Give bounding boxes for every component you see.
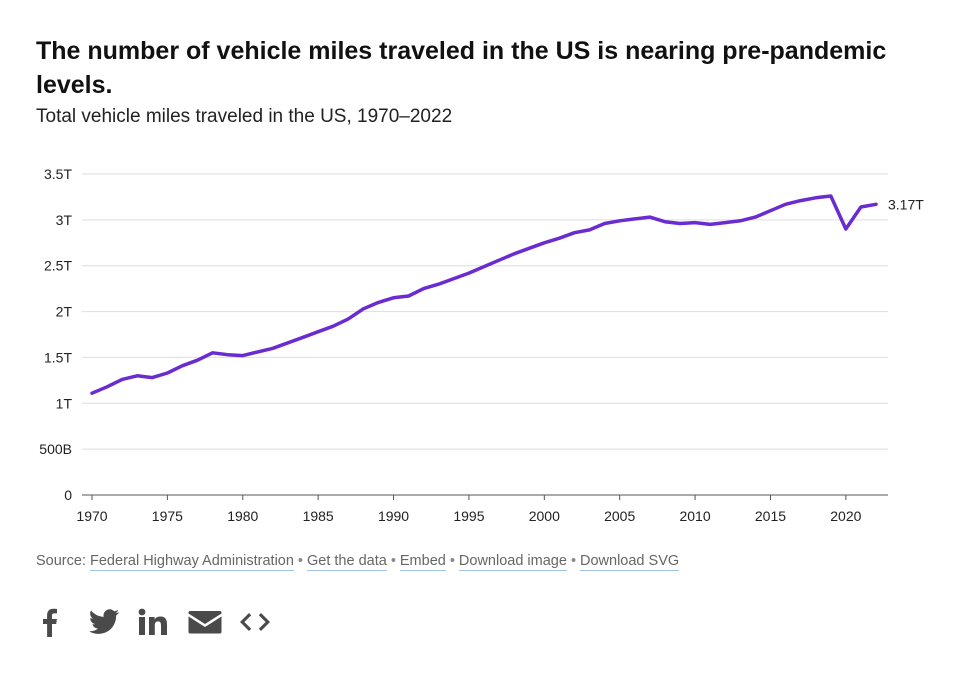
y-tick-label: 2T (56, 304, 73, 320)
x-tick-label: 1970 (76, 508, 107, 524)
embed-code-icon[interactable] (238, 604, 288, 640)
source-label: Source: (36, 553, 86, 569)
download-image-link[interactable]: Download image (458, 553, 567, 571)
x-tick-label: 2015 (755, 508, 786, 524)
separator: • (570, 553, 577, 569)
y-tick-label: 3T (56, 212, 73, 228)
y-tick-label: 3.5T (44, 166, 72, 182)
x-tick-label: 2010 (679, 508, 710, 524)
x-tick-label: 2005 (604, 508, 635, 524)
twitter-icon[interactable] (88, 604, 138, 640)
end-value-label: 3.17T (888, 196, 924, 212)
email-icon[interactable] (188, 604, 238, 640)
download-svg-link[interactable]: Download SVG (580, 553, 680, 571)
separator: • (390, 553, 396, 569)
line-chart: 0 500B 1T 1.5T 2T 2.5T 3T 3.5T 1970 1975 1980 1985 1… (39, 166, 924, 524)
source-line: Source: Federal Highway Administration • G… (36, 553, 680, 571)
separator: • (297, 553, 303, 569)
linkedin-icon[interactable] (138, 604, 188, 640)
y-tick-label: 1T (56, 395, 73, 411)
x-tick-label: 2020 (830, 508, 861, 524)
y-tick-label: 500B (39, 441, 72, 457)
y-tick-label: 1.5T (44, 349, 72, 365)
y-tick-label: 0 (64, 487, 72, 503)
get-data-link[interactable]: Get the data (307, 553, 387, 571)
x-tick-label: 1975 (152, 508, 183, 524)
separator: • (449, 553, 455, 569)
x-tick-label: 1995 (453, 508, 484, 524)
x-tick-label: 1985 (303, 508, 334, 524)
y-tick-label: 2.5T (44, 258, 72, 274)
x-tick-label: 2000 (529, 508, 560, 524)
x-tick-label: 1990 (378, 508, 409, 524)
series-line (90, 194, 878, 395)
chart-title: The number of vehicle miles traveled in … (36, 37, 887, 99)
source-link[interactable]: Federal Highway Administration (90, 553, 294, 571)
share-bar (38, 604, 288, 640)
embed-link[interactable]: Embed (399, 553, 446, 571)
x-tick-label: 1980 (227, 508, 258, 524)
facebook-icon[interactable] (38, 604, 88, 640)
chart-subtitle: Total vehicle miles traveled in the US, … (36, 106, 453, 127)
